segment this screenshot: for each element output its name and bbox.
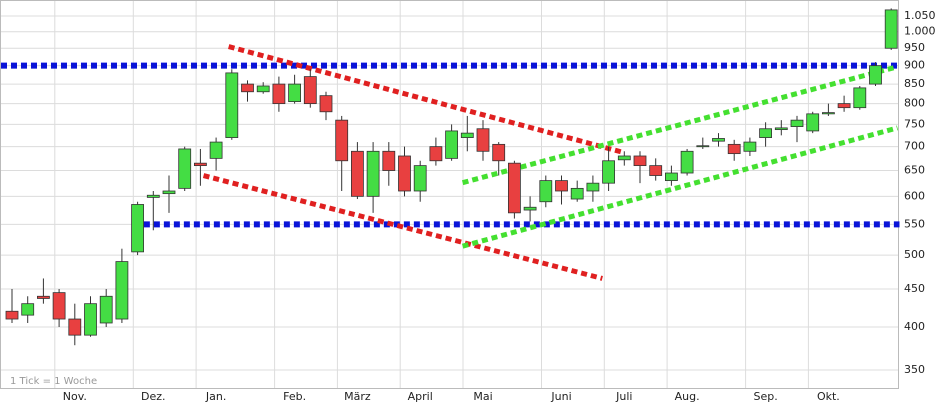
x-tick-label: Sep. [753, 390, 777, 403]
x-tick-label: Nov. [63, 390, 87, 403]
candle-body [366, 150, 380, 197]
candle-body [335, 119, 349, 162]
trend-line [461, 125, 899, 249]
candle-body [727, 143, 741, 155]
y-tick-label: 350 [904, 363, 925, 376]
candle-body [853, 87, 867, 109]
candle-body [146, 194, 160, 198]
candle-body [665, 172, 678, 182]
candle-body [162, 190, 176, 195]
candle-body [837, 103, 851, 109]
x-tick-label: Feb. [283, 390, 306, 403]
plot-area [0, 0, 899, 389]
trend-line [202, 173, 603, 281]
candle-body [241, 83, 254, 93]
x-tick-label: Mai [473, 390, 492, 403]
y-tick-label: 650 [904, 164, 925, 177]
candle-body [131, 204, 145, 253]
candle-body [507, 162, 521, 214]
candle-body [806, 113, 820, 132]
candle-body [37, 295, 50, 299]
candle-body [790, 119, 804, 127]
candle-body [774, 127, 788, 131]
candle-body [21, 303, 35, 316]
candle-body [476, 128, 490, 152]
annotation: 1 Tick = 1 Woche [10, 376, 97, 387]
candle-body [350, 150, 364, 197]
candle-body [413, 165, 427, 192]
candle-body [523, 206, 537, 211]
x-tick-label: Dez. [141, 390, 166, 403]
y-tick-label: 800 [904, 97, 925, 110]
candle-body [680, 150, 694, 174]
candle-body [5, 310, 19, 320]
candle-body [555, 180, 568, 192]
candle-body [256, 85, 270, 93]
candle-body [492, 143, 506, 162]
y-tick-label: 1.050 [904, 9, 936, 22]
y-tick-label: 500 [904, 248, 925, 261]
candle-body [272, 83, 286, 105]
candle-body [225, 72, 239, 138]
x-tick-label: Okt. [817, 390, 840, 403]
candle-body [445, 130, 459, 159]
x-tick-label: Juli [615, 390, 632, 403]
y-tick-label: 550 [904, 217, 925, 230]
candle-body [429, 146, 443, 162]
y-tick-label: 400 [904, 320, 925, 333]
candle-body [586, 182, 600, 192]
x-tick-label: Juni [550, 390, 571, 403]
candle-body [633, 155, 647, 167]
candle-body [617, 155, 631, 161]
candle-body [99, 295, 113, 324]
candle-body [759, 128, 772, 138]
y-tick-label: 750 [904, 117, 925, 130]
candle-body [68, 318, 82, 336]
x-tick-label: Aug. [675, 390, 700, 403]
trend-line [461, 64, 899, 186]
candle-body [84, 303, 97, 336]
candle-body [570, 187, 584, 200]
candle-body [209, 141, 223, 159]
y-tick-label: 700 [904, 140, 925, 153]
trend-line [228, 44, 625, 156]
candle-body [649, 165, 663, 176]
y-tick-label: 450 [904, 282, 925, 295]
candle-body [382, 150, 396, 171]
candle-body [822, 112, 835, 115]
candle-body [319, 95, 333, 113]
y-tick-label: 600 [904, 189, 925, 202]
candle-body [539, 180, 553, 203]
y-tick-label: 950 [904, 41, 925, 54]
candle-body [178, 148, 192, 189]
candle-body [303, 76, 317, 105]
candle-body [52, 292, 66, 320]
y-tick-label: 850 [904, 77, 925, 90]
candle-body [460, 132, 474, 138]
candle-body [884, 9, 898, 49]
candle-body [398, 155, 411, 192]
x-tick-label: Jan. [205, 390, 226, 403]
candle-body [602, 160, 615, 184]
candle-body [193, 162, 207, 167]
candle-body [288, 83, 302, 103]
y-tick-label: 1.000 [904, 25, 936, 38]
candle-body [712, 138, 725, 142]
candle-body [115, 261, 129, 320]
candle-body [743, 141, 757, 152]
candle-body [696, 145, 710, 148]
y-tick-label: 900 [904, 59, 925, 72]
x-tick-label: April [408, 390, 433, 403]
x-tick-label: März [344, 390, 371, 403]
candle-body [869, 65, 882, 85]
